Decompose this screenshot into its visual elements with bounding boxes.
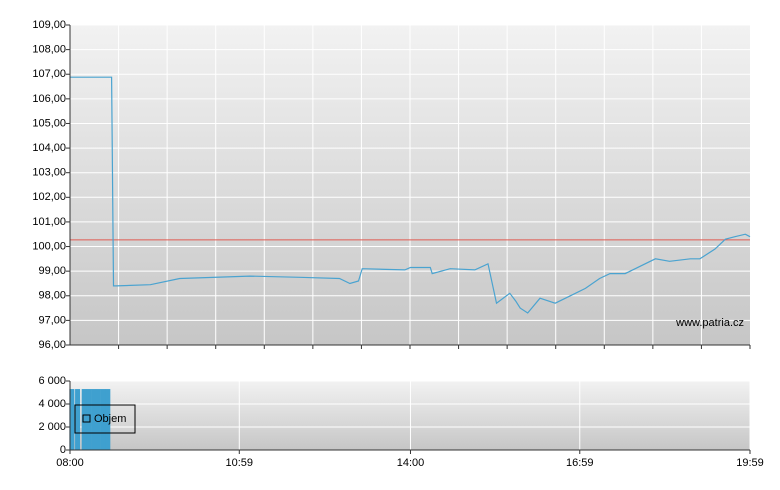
y-tick-label: 102,00 xyxy=(32,191,66,203)
legend-box xyxy=(74,404,136,434)
y-tick-label: 107,00 xyxy=(32,68,66,80)
x-tick-label: 16:59 xyxy=(566,457,594,469)
y-tick-label: 2 000 xyxy=(38,421,66,433)
y-tick-label: 108,00 xyxy=(32,44,66,56)
y-tick-label: 0 xyxy=(60,444,66,456)
y-tick-label: 105,00 xyxy=(32,117,66,129)
volume-bar xyxy=(69,389,75,450)
x-tick-label: 08:00 xyxy=(56,457,84,469)
volume-bar xyxy=(91,389,97,450)
y-tick-label: 97,00 xyxy=(38,314,66,326)
watermark: www.patria.cz xyxy=(675,317,744,329)
y-tick-label: 101,00 xyxy=(32,216,66,228)
legend-swatch xyxy=(82,414,91,423)
y-tick-label: 96,00 xyxy=(38,339,66,351)
x-tick-label: 10:59 xyxy=(226,457,254,469)
volume-bar xyxy=(95,389,101,450)
volume-bar xyxy=(81,389,87,450)
y-tick-label: 99,00 xyxy=(38,265,66,277)
y-tick-label: 103,00 xyxy=(32,167,66,179)
y-tick-label: 98,00 xyxy=(38,290,66,302)
price-line xyxy=(70,76,751,314)
y-tick-label: 106,00 xyxy=(32,93,66,105)
volume-bar xyxy=(105,389,111,450)
legend-label: Objem xyxy=(94,413,126,425)
x-tick-label: 14:00 xyxy=(397,457,425,469)
y-tick-label: 100,00 xyxy=(32,240,66,252)
y-tick-label: 4 000 xyxy=(38,398,66,410)
volume-bar xyxy=(75,389,81,450)
y-tick-label: 109,00 xyxy=(32,19,66,31)
volume-bar xyxy=(100,389,106,450)
y-tick-label: 6 000 xyxy=(38,375,66,387)
volume-bar xyxy=(86,389,92,450)
x-tick-label: 19:59 xyxy=(736,457,764,469)
y-tick-label: 104,00 xyxy=(32,142,66,154)
